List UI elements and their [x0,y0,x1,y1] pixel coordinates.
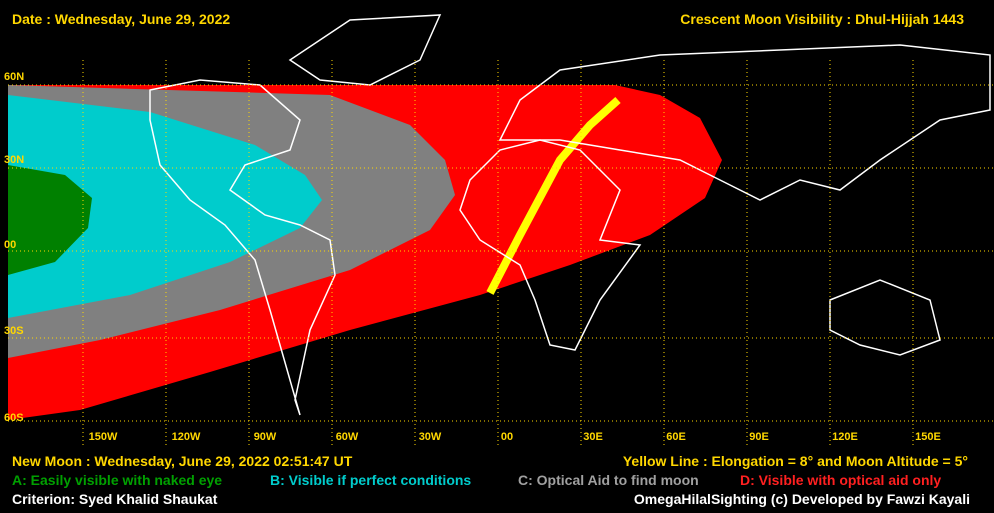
lat-label: 30N [4,154,24,166]
australia [829,279,941,356]
greenland [288,14,442,86]
lat-labels: 60N 30N 00 30S 60S [4,71,24,424]
lon-label: 00 [501,431,513,443]
legend-d: D: Visible with optical aid only [740,472,941,488]
lat-label: 30S [4,325,24,337]
visibility-zones [8,85,722,420]
lon-label: 120E [832,431,858,443]
eurasia [498,44,991,201]
lon-label: 120W [172,431,201,443]
zone-a [8,165,92,275]
lon-label: 60W [336,431,359,443]
lon-label: 30E [583,431,603,443]
americas [149,79,336,416]
lon-label: 150E [915,431,941,443]
credit: OmegaHilalSighting (c) Developed by Fawz… [634,491,970,507]
lon-label: 150W [89,431,118,443]
yellow-line-note: Yellow Line : Elongation = 8° and Moon A… [623,453,968,469]
date: Date : Wednesday, June 29, 2022 [12,11,230,27]
lon-labels: 150W 120W 90W 60W 30W 00 30E 60E 90E 120… [89,431,941,443]
coastlines [149,14,991,416]
lon-label: 90W [254,431,277,443]
legend-c: C: Optical Aid to find moon [518,472,699,488]
title: Crescent Moon Visibility : Dhul-Hijjah 1… [680,11,964,27]
legend-a: A: Easily visible with naked eye [12,472,222,488]
zone-b [8,95,322,318]
africa [459,139,642,351]
lat-label: 00 [4,239,16,251]
legend-b: B: Visible if perfect conditions [270,472,471,488]
lon-label: 30W [419,431,442,443]
criterion: Criterion: Syed Khalid Shaukat [12,491,218,507]
new-moon: New Moon : Wednesday, June 29, 2022 02:5… [12,453,353,469]
graticule [8,60,994,445]
lon-label: 60E [666,431,686,443]
lat-label: 60S [4,412,24,424]
lat-label: 60N [4,71,24,83]
lon-label: 90E [749,431,769,443]
yellow-line [486,97,621,295]
